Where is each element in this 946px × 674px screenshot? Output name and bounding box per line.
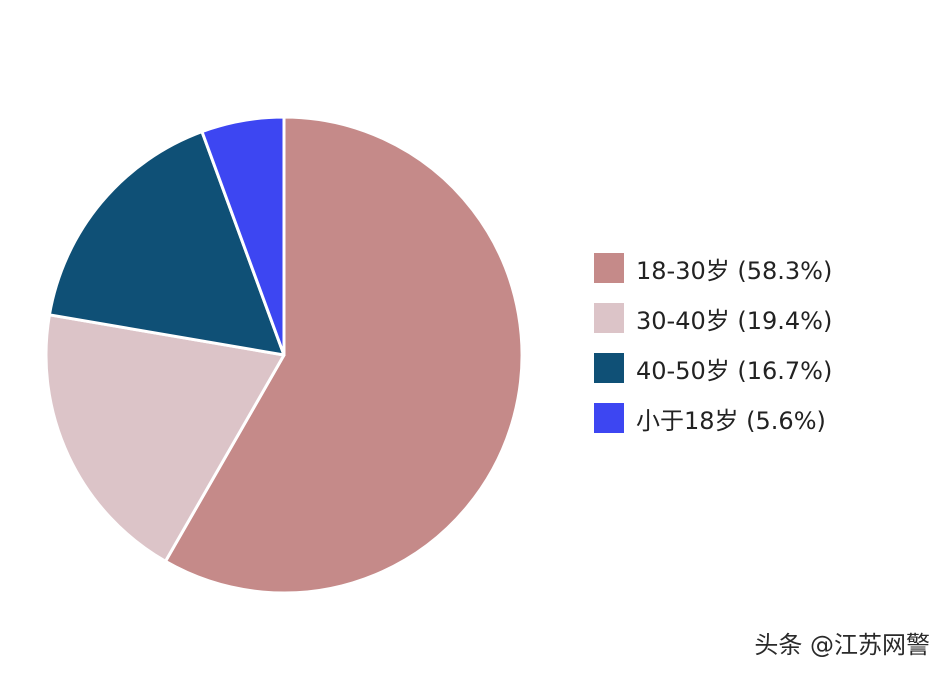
pie-slice-30-40 bbox=[44, 313, 286, 563]
legend-label-under-18: 小于18岁 (5.6%) bbox=[636, 406, 826, 435]
legend-label-30-40: 30-40岁 (19.4%) bbox=[636, 306, 833, 335]
legend-swatch-40-50 bbox=[594, 353, 624, 383]
legend-item-18-30: 18-30岁 (58.3%) bbox=[594, 243, 894, 293]
watermark-text: 头条 @江苏网警 bbox=[754, 631, 930, 659]
chart-legend: 18-30岁 (58.3%) 30-40岁 (19.4%) 40-50岁 (16… bbox=[594, 243, 894, 443]
legend-item-under-18: 小于18岁 (5.6%) bbox=[594, 393, 894, 443]
legend-swatch-30-40 bbox=[594, 303, 624, 333]
legend-swatch-18-30 bbox=[594, 253, 624, 283]
pie-slice-18-30 bbox=[163, 115, 524, 595]
legend-swatch-under-18 bbox=[594, 403, 624, 433]
legend-label-40-50: 40-50岁 (16.7%) bbox=[636, 356, 833, 385]
legend-item-40-50: 40-50岁 (16.7%) bbox=[594, 343, 894, 393]
legend-item-30-40: 30-40岁 (19.4%) bbox=[594, 293, 894, 343]
legend-label-18-30: 18-30岁 (58.3%) bbox=[636, 256, 833, 285]
pie-slice-under-18 bbox=[200, 115, 286, 357]
pie-slice-40-50 bbox=[47, 130, 286, 357]
